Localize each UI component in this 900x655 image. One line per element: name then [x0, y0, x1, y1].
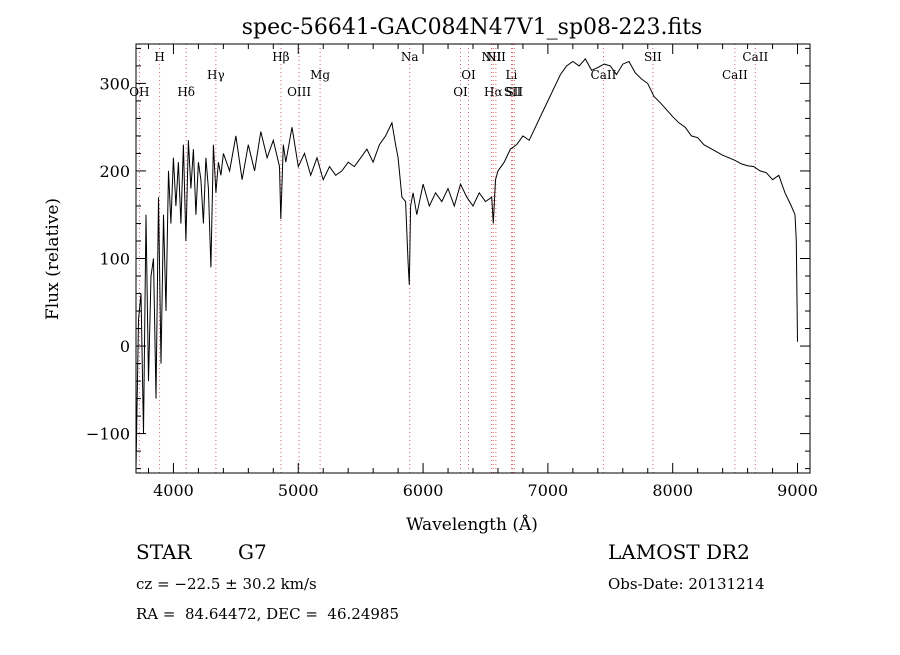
marker-label-6: Mg — [310, 68, 330, 82]
y-tick-label-3: 200 — [99, 162, 130, 181]
marker-label-15: SII — [505, 85, 523, 99]
x-tick-label-4: 8000 — [652, 481, 693, 500]
marker-label-3: Hγ — [207, 68, 225, 82]
y-tick-label-4: 300 — [99, 74, 130, 93]
x-tick-label-5: 9000 — [777, 481, 818, 500]
survey-name: LAMOST DR2 — [608, 540, 750, 564]
spectral-line-markers: OHHHδHγHβOIIIMgNaOIOINIIHαNIILiSIISIICaI… — [129, 44, 768, 473]
marker-label-12: NII — [486, 50, 506, 64]
y-tick-label-0: −100 — [86, 425, 130, 444]
x-tick-label-0: 4000 — [153, 481, 194, 500]
marker-label-7: Na — [401, 50, 419, 64]
marker-label-0: OH — [129, 85, 149, 99]
marker-label-13: Li — [506, 68, 518, 82]
y-tick-label-1: 0 — [120, 337, 130, 356]
object-subclass: G7 — [238, 540, 267, 564]
marker-label-4: Hβ — [272, 50, 289, 64]
marker-label-16: CaII — [591, 68, 617, 82]
spectrum-line — [135, 58, 798, 469]
redshift-readout: cz = −22.5 ± 30.2 km/s — [136, 575, 317, 593]
axis-ticks: 4000 5000 6000 7000 8000 9000 −100 0 100 200 300 — [86, 44, 818, 500]
plot-frame — [135, 43, 811, 474]
observation-date: Obs-Date: 20131214 — [608, 575, 765, 593]
marker-label-14: SII — [504, 85, 522, 99]
marker-label-17: SII — [644, 50, 662, 64]
x-axis-label: Wavelength (Å) — [406, 514, 538, 535]
x-tick-label-1: 5000 — [278, 481, 319, 500]
x-tick-label-2: 6000 — [403, 481, 444, 500]
marker-label-1: H — [154, 50, 164, 64]
y-tick-label-2: 100 — [99, 250, 130, 269]
marker-label-5: OIII — [287, 85, 311, 99]
marker-label-9: OI — [461, 68, 476, 82]
marker-label-2: Hδ — [177, 85, 195, 99]
marker-label-10: NII — [481, 50, 501, 64]
marker-label-11: Hα — [484, 85, 503, 99]
marker-label-19: CaII — [742, 50, 768, 64]
marker-label-8: OI — [453, 85, 468, 99]
object-class: STAR — [136, 540, 192, 564]
coordinates-readout: RA = 84.64472, DEC = 46.24985 — [136, 605, 400, 623]
x-tick-label-3: 7000 — [528, 481, 569, 500]
marker-label-18: CaII — [722, 68, 748, 82]
y-axis-label: Flux (relative) — [43, 198, 63, 320]
chart-title: spec-56641-GAC084N47V1_sp08-223.fits — [242, 15, 703, 40]
